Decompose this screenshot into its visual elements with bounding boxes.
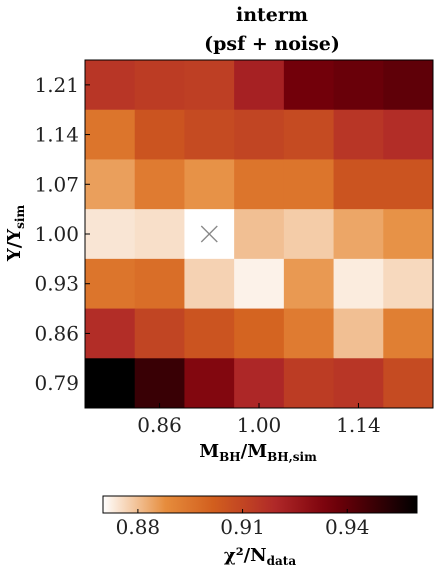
x-axis-label-sep: /M <box>241 441 268 462</box>
y-axis-label: Υ/Υsim <box>4 205 27 263</box>
y-tick-label: 0.86 <box>34 321 79 345</box>
heatmap-cell <box>134 258 185 310</box>
x-tick-label: 0.86 <box>137 413 182 437</box>
colorbar <box>102 495 418 514</box>
heatmap-cell <box>383 358 434 409</box>
heatmap-cell <box>184 159 235 210</box>
heatmap-cell <box>283 60 335 111</box>
y-tick-label: 0.79 <box>34 371 79 395</box>
heatmap-cell <box>134 209 185 260</box>
heatmap-cell <box>184 258 235 310</box>
y-tick-label: 0.93 <box>34 272 79 296</box>
x-tick-labels: 0.86 1.00 1.14 <box>137 403 381 437</box>
heatmap-cell <box>134 159 185 210</box>
y-tick-label: 1.14 <box>34 123 79 147</box>
heatmap-cell <box>184 60 235 111</box>
heatmap-cell <box>283 209 335 260</box>
heatmap-cell <box>85 109 136 160</box>
y-tick-label: 1.00 <box>34 222 79 246</box>
x-tick-label: 1.00 <box>237 413 282 437</box>
heatmap-cell <box>383 60 434 111</box>
colorbar-tick-label: 0.94 <box>325 515 370 539</box>
heatmap-cell <box>234 60 285 111</box>
heatmap-cell <box>184 358 235 409</box>
colorbar-label-sub: data <box>267 554 297 568</box>
chart-subtitle: (psf + noise) <box>204 33 340 55</box>
heatmap-cell <box>283 308 335 359</box>
minimum-marker-stroke <box>200 225 218 243</box>
colorbar-ticks: 0.88 0.91 0.94 <box>116 509 370 539</box>
heatmap-cells <box>85 60 434 409</box>
heatmap-cell <box>333 159 384 210</box>
y-axis-label-main: Υ/Υ <box>4 228 25 262</box>
x-tick-label: 1.14 <box>336 413 381 437</box>
heatmap-cell <box>333 308 384 359</box>
y-tick-label: 1.07 <box>34 172 79 196</box>
heatmap-cell <box>333 109 384 160</box>
heatmap-cell <box>85 159 136 210</box>
heatmap-cell <box>184 308 235 359</box>
colorbar-tick-label: 0.91 <box>220 515 265 539</box>
colorbar-label-main: χ²/N <box>224 545 267 566</box>
heatmap-cell <box>134 308 185 359</box>
minimum-marker <box>200 225 218 243</box>
heatmap-cell <box>333 60 384 111</box>
colorbar-label: χ²/Ndata <box>224 545 296 568</box>
heatmap-cell <box>85 258 136 310</box>
heatmap-cell <box>184 109 235 160</box>
x-axis-label-main: M <box>199 441 219 462</box>
heatmap-cell <box>85 209 136 260</box>
x-axis-label: MBH/MBH,sim <box>199 441 317 464</box>
colorbar-tick-label: 0.88 <box>116 515 161 539</box>
x-axis-label-sub2: BH,sim <box>267 450 317 464</box>
y-axis-label-sub: sim <box>13 205 27 229</box>
heatmap-cell <box>383 159 434 210</box>
heatmap-cell <box>134 358 185 409</box>
heatmap-cell <box>383 258 434 310</box>
heatmap-cell <box>85 308 136 359</box>
heatmap-cell <box>283 109 335 160</box>
heatmap-cell <box>333 258 384 310</box>
heatmap-cell <box>234 109 285 160</box>
heatmap-cell <box>383 209 434 260</box>
heatmap-cell <box>333 209 384 260</box>
heatmap-cell <box>234 358 285 409</box>
heatmap-cell <box>134 60 185 111</box>
heatmap-cell <box>283 159 335 210</box>
heatmap-cell <box>234 159 285 210</box>
heatmap-cell <box>234 308 285 359</box>
heatmap-cell <box>333 358 384 409</box>
heatmap-cell <box>283 258 335 310</box>
y-tick-labels: 1.21 1.14 1.07 1.00 0.93 0.86 0.79 <box>34 73 90 395</box>
heatmap-cell <box>85 358 136 409</box>
heatmap-cell <box>283 358 335 409</box>
chart-title: interm <box>236 4 308 26</box>
x-axis-label-sub: BH <box>219 450 240 464</box>
heatmap-cell <box>383 308 434 359</box>
heatmap-cell <box>234 209 285 260</box>
y-tick-label: 1.21 <box>34 73 79 97</box>
heatmap-cell <box>85 60 136 111</box>
heatmap-cell <box>234 258 285 310</box>
heatmap-cell <box>383 109 434 160</box>
heatmap-cell <box>134 109 185 160</box>
